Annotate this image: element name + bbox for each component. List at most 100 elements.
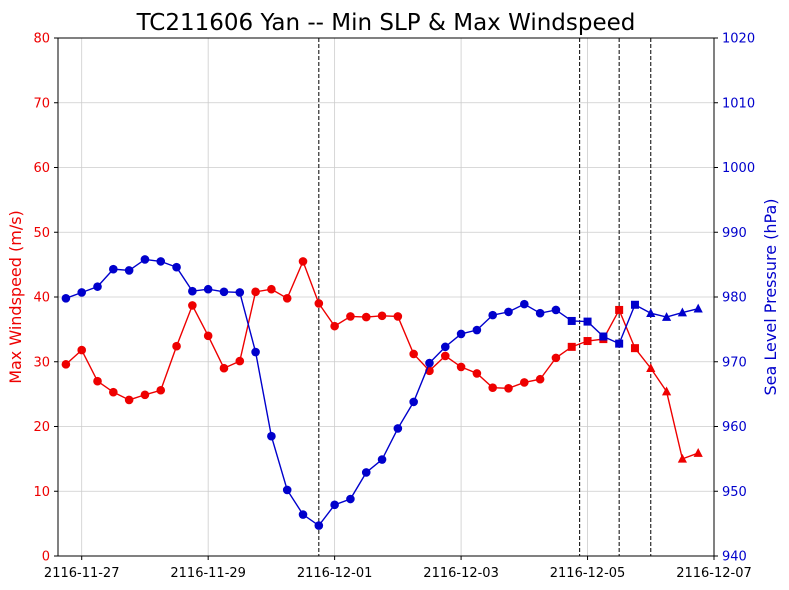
data-point — [630, 300, 639, 309]
y-tick-label-left: 20 — [33, 420, 50, 435]
data-point — [251, 347, 260, 357]
grid-lines — [58, 37, 715, 557]
data-point — [172, 262, 181, 272]
data-point — [361, 468, 371, 477]
data-point — [440, 342, 450, 352]
data-point — [646, 308, 656, 317]
data-point — [267, 431, 276, 441]
data-point — [583, 337, 592, 346]
data-point — [314, 299, 324, 308]
data-point — [61, 293, 71, 303]
data-point — [615, 339, 624, 348]
data-point — [661, 312, 672, 321]
data-point — [109, 264, 118, 274]
x-tick-label: 2116-12-01 — [297, 566, 373, 581]
data-point — [219, 363, 229, 373]
data-point — [77, 288, 87, 297]
data-point — [267, 284, 276, 294]
data-point — [409, 349, 418, 359]
data-point — [346, 312, 355, 321]
y-tick-label-left: 60 — [33, 161, 50, 176]
series-max-windspeed — [61, 257, 703, 463]
series-layer — [61, 255, 703, 530]
data-point — [172, 341, 181, 351]
y-axis-label-left: Max Windspeed (m/s) — [6, 210, 25, 384]
data-point — [630, 344, 639, 353]
data-point — [361, 312, 371, 322]
data-point — [488, 310, 497, 320]
data-point — [693, 448, 703, 457]
y-tick-label-right: 980 — [722, 291, 747, 306]
y-tick-label-left: 10 — [33, 485, 50, 500]
data-point — [109, 387, 118, 397]
data-point — [646, 363, 656, 373]
data-point — [425, 358, 434, 368]
data-point — [504, 383, 513, 393]
x-tick-label: 2116-12-05 — [550, 566, 626, 581]
data-point — [409, 397, 418, 407]
y-tick-label-right: 1000 — [722, 161, 755, 176]
data-point — [140, 390, 150, 400]
data-point — [219, 287, 229, 297]
y-tick-label-left: 0 — [42, 550, 50, 565]
data-point — [188, 301, 197, 310]
y-tick-label-right: 940 — [722, 550, 747, 565]
data-point — [440, 351, 450, 361]
data-point — [393, 424, 403, 433]
data-point — [615, 305, 624, 314]
data-point — [567, 316, 576, 325]
data-point — [551, 305, 561, 315]
data-point — [693, 303, 703, 313]
data-point — [93, 282, 102, 291]
x-tick-label: 2116-11-27 — [44, 566, 120, 581]
data-point — [203, 331, 213, 341]
data-point — [377, 311, 387, 321]
data-point — [61, 360, 71, 369]
data-point — [551, 353, 561, 363]
data-point — [456, 362, 466, 372]
data-point — [535, 308, 545, 318]
chart-title: TC211606 Yan -- Min SLP & Max Windspeed — [136, 10, 636, 36]
data-point — [330, 321, 339, 331]
data-point — [520, 299, 529, 309]
data-point — [77, 345, 87, 355]
series-line — [65, 259, 699, 460]
data-point — [504, 307, 513, 317]
data-point — [393, 312, 403, 321]
y-tick-label-right: 960 — [722, 420, 747, 435]
data-point — [298, 257, 308, 266]
data-point — [567, 342, 576, 351]
data-point — [535, 374, 545, 384]
data-point — [140, 255, 150, 264]
y-tick-label-right: 950 — [722, 485, 747, 500]
y-axis-label-right: Sea Level Pressure (hPa) — [761, 199, 780, 396]
data-point — [488, 383, 497, 392]
data-point — [346, 494, 355, 504]
data-point — [203, 284, 213, 294]
data-point — [583, 317, 592, 326]
data-point — [661, 386, 672, 396]
data-point — [599, 332, 608, 341]
y-tick-label-left: 70 — [33, 96, 50, 111]
x-tick-label: 2116-12-07 — [676, 566, 752, 581]
data-point — [520, 378, 529, 387]
data-point — [456, 329, 466, 339]
data-point — [677, 453, 687, 463]
y-tick-label-left: 40 — [33, 291, 50, 306]
data-point — [124, 395, 134, 405]
vertical-marker-lines — [318, 38, 652, 556]
data-point — [282, 485, 292, 495]
data-point — [156, 385, 166, 395]
data-point — [188, 286, 197, 296]
axes: 2116-11-27 2116-11-29 2116-12-01 2116-12-03… — [33, 32, 755, 582]
data-point — [93, 376, 102, 386]
x-tick-label: 2116-11-29 — [170, 566, 246, 581]
y-tick-label-right: 990 — [722, 226, 747, 241]
y-tick-label-left: 30 — [33, 355, 50, 370]
data-point — [124, 266, 134, 275]
x-tick-label: 2116-12-03 — [423, 566, 499, 581]
data-point — [330, 500, 339, 510]
data-point — [677, 307, 687, 317]
data-point — [235, 356, 245, 366]
